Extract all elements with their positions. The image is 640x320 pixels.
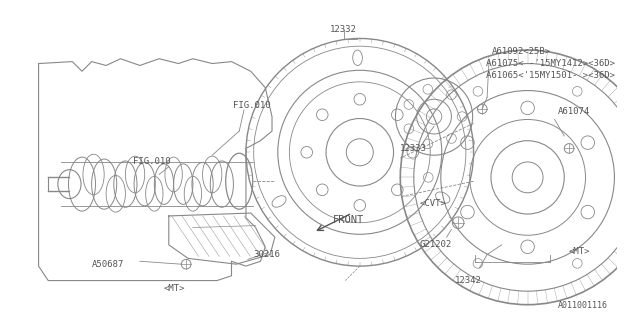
Text: FIG.010: FIG.010 [234,100,271,109]
Text: A61074: A61074 [557,107,590,116]
Text: <MT>: <MT> [569,247,591,256]
Text: A61092<25B>: A61092<25B> [492,47,551,56]
Text: 12333: 12333 [400,144,427,153]
Text: FIG.010: FIG.010 [133,157,171,166]
Text: 30216: 30216 [253,250,280,259]
Text: 12332: 12332 [330,25,356,34]
Text: FRONT: FRONT [333,215,364,225]
Text: A61075< -'15MY1412><36D>: A61075< -'15MY1412><36D> [486,59,615,68]
Text: A011001116: A011001116 [557,300,607,309]
Text: G21202: G21202 [420,240,452,249]
Text: <CVT>: <CVT> [420,199,447,208]
Text: 12342: 12342 [454,276,481,285]
Text: A61065<'15MY1501- ><36D>: A61065<'15MY1501- ><36D> [486,71,615,80]
Text: <MT>: <MT> [164,284,186,293]
Text: A50687: A50687 [92,260,124,269]
